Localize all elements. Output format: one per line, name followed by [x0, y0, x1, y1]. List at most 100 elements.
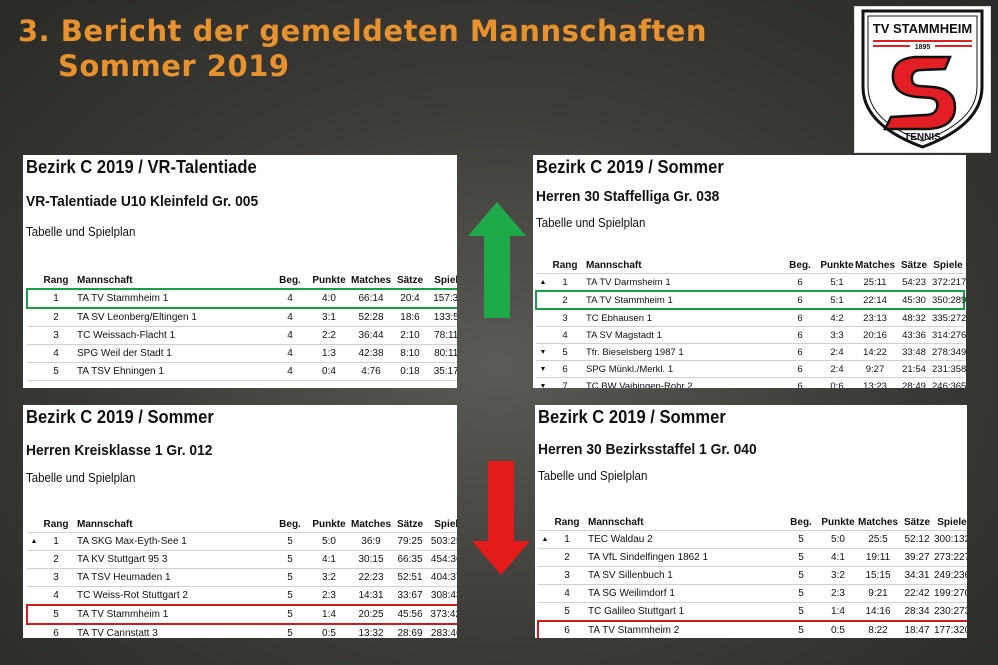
cell-punkte: 3:2: [309, 568, 349, 587]
cell-team[interactable]: TA TV Darmsheim 1: [580, 273, 780, 292]
cell-punkte: 0:4: [309, 362, 349, 381]
cell-matches: 9:21: [856, 584, 900, 603]
cell-rang: 2: [41, 308, 71, 327]
col-header-punkte: Punkte: [821, 516, 855, 528]
cell-saetze: 66:35: [393, 550, 427, 569]
cell-team[interactable]: TA TSV Ehningen 1: [71, 362, 271, 381]
cell-beg: 4: [271, 344, 309, 363]
cell-team[interactable]: SPG Weil der Stadt 1: [71, 344, 271, 363]
cell-saetze: 34:31: [900, 566, 934, 585]
cell-rang: 5: [41, 604, 71, 625]
cell-team[interactable]: TEC Waldau 2: [582, 530, 782, 549]
cell-saetze: 28:69: [393, 624, 427, 638]
club-logo: TV STAMMHEIM 1895 TENNIS: [854, 6, 991, 153]
cell-team[interactable]: TA TV Stammheim 2: [582, 620, 782, 638]
cell-team[interactable]: TA SV Magstadt 1: [580, 326, 780, 344]
panel-group-title: Herren 30 Bezirksstaffel 1 Gr. 040: [538, 441, 757, 458]
cell-rang: 3: [552, 566, 582, 585]
panel-group-title: VR-Talentiade U10 Kleinfeld Gr. 005: [26, 193, 259, 210]
cell-beg: 5: [271, 604, 309, 625]
cell-team[interactable]: TA SV Sillenbuch 1: [582, 566, 782, 585]
cell-spiele: 373:423: [427, 604, 457, 625]
cell-punkte: 4:1: [820, 548, 856, 567]
trend-icon: [538, 602, 552, 622]
col-header-rang: Rang: [552, 259, 578, 271]
slide-title: 3. Bericht der gemeldeten Mannschaften S…: [18, 14, 707, 84]
cell-team[interactable]: TC BW Vaihingen-Rohr 2: [580, 377, 780, 388]
cell-team[interactable]: TA KV Stuttgart 95 3: [71, 550, 271, 569]
col-header-beg: Beg.: [790, 516, 812, 528]
cell-matches: 25:11: [854, 273, 896, 292]
cell-matches: 19:11: [856, 548, 900, 567]
cell-team[interactable]: TA SKG Max-Eyth-See 1: [71, 532, 271, 551]
trend-icon: ▲: [536, 273, 550, 292]
cell-team[interactable]: TC Weiss-Rot Stuttgart 2: [71, 586, 271, 606]
standings-table: Rang Mannschaft Beg. Punkte Matches Sätz…: [26, 516, 457, 638]
standings-table: Rang Mannschaft Beg. Punkte Matches Sätz…: [26, 272, 457, 381]
cell-team[interactable]: TA TV Stammheim 1: [71, 604, 271, 625]
cell-spiele: 308:439: [427, 586, 457, 606]
cell-punkte: 5:1: [820, 290, 854, 310]
cell-rang: 4: [41, 344, 71, 363]
col-header-beg: Beg.: [279, 274, 301, 286]
standings-panel-herren30-staffelliga: Bezirk C 2019 / Sommer Herren 30 Staffel…: [533, 155, 966, 388]
cell-beg: 5: [782, 602, 820, 622]
cell-team[interactable]: TA TV Stammheim 1: [71, 288, 271, 309]
cell-team[interactable]: TC Weissach-Flacht 1: [71, 326, 271, 345]
trend-icon: ▼: [536, 343, 550, 361]
cell-matches: 15:15: [856, 566, 900, 585]
cell-team[interactable]: SPG Münkl./Merkl. 1: [580, 360, 780, 378]
cell-beg: 5: [271, 532, 309, 551]
cell-team[interactable]: TC Ebhausen 1: [580, 309, 780, 327]
cell-spiele: 177:320: [934, 620, 967, 638]
cell-rang: 1: [41, 288, 71, 309]
col-header-mannschaft: Mannschaft: [588, 516, 644, 528]
col-header-mannschaft: Mannschaft: [586, 259, 642, 271]
cell-saetze: 20:4: [393, 288, 427, 309]
cell-rang: 4: [552, 584, 582, 603]
cell-team[interactable]: Tfr. Bieselsberg 1987 1: [580, 343, 780, 361]
cell-spiele: 372:217: [932, 273, 966, 292]
cell-matches: 4:76: [349, 362, 393, 381]
arrow-down-icon: [472, 461, 530, 575]
cell-team[interactable]: TA SV Leonberg/Eltingen 1: [71, 308, 271, 327]
cell-saetze: 8:10: [393, 344, 427, 363]
cell-team[interactable]: TA SG Weilimdorf 1: [582, 584, 782, 603]
trend-icon: [27, 344, 41, 363]
cell-team[interactable]: TC Galileo Stuttgart 1: [582, 602, 782, 622]
table-row: 4 TA SG Weilimdorf 1 5 2:3 9:21 22:42 199:270: [538, 584, 967, 603]
cell-matches: 13:23: [854, 377, 896, 388]
cell-saetze: 2:10: [393, 326, 427, 345]
cell-team[interactable]: TA VfL Sindelfingen 1862 1: [582, 548, 782, 567]
panel-group-title: Herren 30 Staffelliga Gr. 038: [536, 188, 720, 205]
standings-table: Rang Mannschaft Beg. Punkte Matches Sätz…: [537, 514, 967, 638]
panel-subtitle: Tabelle und Spielplan: [26, 225, 136, 239]
col-header-punkte: Punkte: [820, 259, 854, 271]
col-header-saetze: Sätze: [396, 518, 424, 530]
slide-title-line2: Sommer 2019: [58, 49, 290, 83]
cell-spiele: 278:349: [932, 343, 966, 361]
cell-punkte: 0:5: [309, 624, 349, 638]
col-header-punkte: Punkte: [312, 274, 346, 286]
table-row: 2 TA SV Leonberg/Eltingen 1 4 3:1 52:28 18:6 1…: [27, 308, 457, 327]
cell-beg: 6: [780, 273, 820, 292]
cell-rang: 6: [41, 624, 71, 638]
cell-team[interactable]: TA TV Cannstatt 3: [71, 624, 271, 638]
standings-table: Rang Mannschaft Beg. Punkte Matches Sätz…: [535, 257, 966, 388]
panel-heading: Bezirk C 2019 / Sommer: [26, 407, 214, 427]
cell-rang: 3: [41, 568, 71, 587]
trend-icon: [27, 568, 41, 587]
trend-icon: ▼: [536, 377, 550, 388]
cell-team[interactable]: TA TV Stammheim 1: [580, 290, 780, 310]
cell-beg: 5: [271, 568, 309, 587]
cell-team[interactable]: TA TSV Heumaden 1: [71, 568, 271, 587]
cell-spiele: 133:55: [427, 308, 457, 327]
cell-beg: 5: [271, 624, 309, 638]
cell-spiele: 335:272: [932, 309, 966, 327]
cell-spiele: 273:227: [934, 548, 967, 567]
col-header-spiele: Spiele: [937, 516, 967, 528]
cell-rang: 6: [550, 360, 580, 378]
cell-rang: 1: [41, 532, 71, 551]
